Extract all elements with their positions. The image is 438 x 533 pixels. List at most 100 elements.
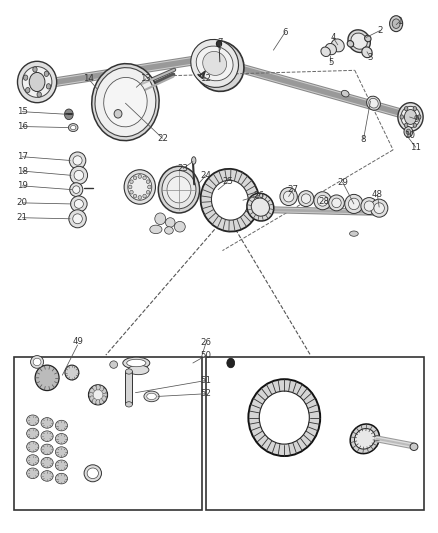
Ellipse shape	[123, 357, 150, 369]
Circle shape	[46, 84, 51, 89]
Ellipse shape	[41, 444, 53, 455]
Ellipse shape	[73, 156, 82, 165]
Ellipse shape	[354, 429, 375, 449]
Ellipse shape	[349, 198, 360, 209]
Text: 12: 12	[201, 74, 212, 83]
Ellipse shape	[130, 190, 133, 194]
Ellipse shape	[369, 99, 378, 108]
Text: 8: 8	[361, 135, 366, 144]
Ellipse shape	[125, 369, 132, 374]
Ellipse shape	[143, 176, 146, 180]
Circle shape	[406, 129, 410, 134]
Ellipse shape	[69, 210, 86, 228]
Ellipse shape	[167, 176, 191, 203]
Ellipse shape	[138, 196, 141, 199]
Ellipse shape	[41, 457, 53, 468]
Text: 50: 50	[201, 351, 212, 360]
Text: 25: 25	[222, 177, 233, 186]
Ellipse shape	[143, 194, 146, 198]
Ellipse shape	[367, 96, 380, 110]
Ellipse shape	[314, 192, 331, 210]
Text: 52: 52	[201, 389, 212, 398]
Ellipse shape	[371, 199, 388, 217]
Ellipse shape	[247, 193, 274, 221]
Ellipse shape	[191, 157, 196, 164]
Ellipse shape	[68, 124, 78, 132]
Ellipse shape	[55, 447, 67, 457]
Text: 26: 26	[254, 191, 265, 200]
Ellipse shape	[22, 67, 52, 98]
Ellipse shape	[345, 195, 363, 214]
Ellipse shape	[110, 361, 117, 368]
Ellipse shape	[259, 391, 309, 444]
Ellipse shape	[114, 110, 122, 118]
Circle shape	[216, 41, 222, 47]
Ellipse shape	[27, 455, 39, 465]
Ellipse shape	[248, 379, 320, 456]
Ellipse shape	[298, 191, 314, 207]
Ellipse shape	[332, 39, 344, 52]
Ellipse shape	[133, 176, 137, 180]
Ellipse shape	[166, 217, 175, 227]
Ellipse shape	[348, 30, 370, 52]
Ellipse shape	[374, 203, 385, 214]
Ellipse shape	[203, 52, 226, 75]
Ellipse shape	[362, 47, 372, 58]
Ellipse shape	[144, 391, 159, 402]
Ellipse shape	[124, 169, 155, 204]
Text: 6: 6	[283, 28, 288, 37]
Circle shape	[90, 389, 94, 394]
Ellipse shape	[27, 428, 39, 439]
Ellipse shape	[73, 214, 82, 224]
Bar	[125, 372, 132, 405]
Circle shape	[33, 67, 37, 72]
Circle shape	[400, 115, 403, 119]
Circle shape	[390, 15, 403, 31]
Ellipse shape	[55, 420, 67, 431]
Text: 15: 15	[17, 107, 28, 116]
Text: 21: 21	[17, 213, 28, 222]
Text: 23: 23	[178, 164, 189, 173]
Circle shape	[227, 358, 235, 368]
Text: 29: 29	[337, 177, 348, 187]
Ellipse shape	[71, 125, 76, 130]
Text: 24: 24	[201, 171, 212, 180]
Text: 51: 51	[201, 376, 212, 385]
Circle shape	[404, 123, 408, 127]
Ellipse shape	[74, 171, 84, 180]
Text: 17: 17	[17, 152, 28, 161]
Text: 18: 18	[17, 166, 28, 175]
Text: 49: 49	[72, 337, 83, 346]
Ellipse shape	[196, 46, 233, 81]
Text: 11: 11	[410, 143, 421, 152]
Ellipse shape	[104, 77, 147, 127]
Text: 27: 27	[287, 185, 298, 194]
Bar	[206, 357, 424, 511]
Text: 48: 48	[372, 190, 383, 199]
Ellipse shape	[70, 166, 88, 184]
Text: 19: 19	[17, 181, 28, 190]
Text: 26: 26	[201, 338, 212, 348]
Ellipse shape	[155, 213, 166, 224]
Circle shape	[90, 396, 94, 401]
Circle shape	[29, 72, 45, 92]
Ellipse shape	[165, 227, 173, 234]
Ellipse shape	[133, 194, 137, 198]
Ellipse shape	[146, 180, 150, 183]
Ellipse shape	[31, 356, 44, 368]
Ellipse shape	[92, 388, 105, 402]
Ellipse shape	[41, 431, 53, 441]
Ellipse shape	[27, 468, 39, 479]
Text: 9: 9	[413, 115, 418, 124]
Ellipse shape	[71, 196, 87, 212]
Ellipse shape	[65, 365, 79, 380]
Text: 20: 20	[17, 198, 28, 207]
Ellipse shape	[55, 433, 67, 444]
Ellipse shape	[301, 194, 311, 204]
Text: 16: 16	[17, 122, 28, 131]
Circle shape	[99, 399, 104, 404]
Ellipse shape	[191, 39, 239, 87]
Circle shape	[25, 87, 30, 93]
Circle shape	[404, 107, 408, 111]
Circle shape	[392, 19, 400, 28]
